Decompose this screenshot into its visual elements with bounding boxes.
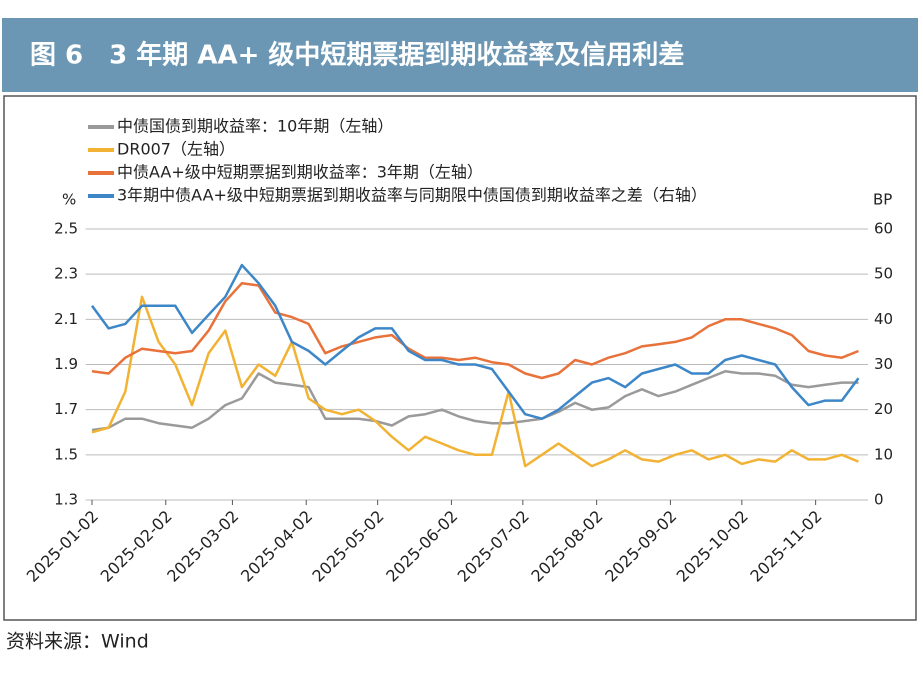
y2-tick-label: 50 xyxy=(874,265,893,283)
chart-frame xyxy=(3,95,917,621)
x-tick-label: 2025-04-02 xyxy=(237,507,316,586)
y-tick-label: 1.9 xyxy=(54,355,78,373)
y-tick-label: 1.3 xyxy=(54,491,78,509)
legend-label: 中债AA+级中短期票据到期收益率：3年期（左轴） xyxy=(117,163,483,182)
series-line xyxy=(91,281,859,380)
y-tick-label: 2.3 xyxy=(54,265,78,283)
x-tick-label: 2025-03-02 xyxy=(163,507,242,586)
y2-tick-label: 30 xyxy=(874,355,893,373)
title-banner xyxy=(2,18,918,92)
x-tick-label: 2025-05-02 xyxy=(308,507,387,586)
y2-axis-label: BP xyxy=(873,191,892,209)
y2-tick-label: 40 xyxy=(874,310,893,328)
x-tick-label: 2025-08-02 xyxy=(527,507,606,586)
series-line xyxy=(91,295,859,468)
y-tick-label: 1.7 xyxy=(54,400,78,418)
y2-tick-label: 60 xyxy=(874,220,893,238)
source-note: 资料来源：Wind xyxy=(6,631,149,653)
series-line xyxy=(90,263,860,420)
y-axis-label: % xyxy=(62,191,76,209)
x-tick-label: 2025-09-02 xyxy=(601,507,680,586)
y-tick-label: 2.5 xyxy=(54,220,78,238)
x-tick-label: 2025-01-02 xyxy=(23,507,102,586)
legend-label: 3年期中债AA+级中短期票据到期收益率与同期限中债国债到期收益率之差（右轴） xyxy=(117,186,707,205)
x-tick-label: 2025-06-02 xyxy=(382,507,461,586)
legend-label: 中债国债到期收益率：10年期（左轴） xyxy=(117,117,393,136)
y2-tick-label: 20 xyxy=(874,400,893,418)
legend-label: DR007（左轴） xyxy=(117,140,235,159)
series-line xyxy=(91,370,859,432)
x-tick-label: 2025-10-02 xyxy=(673,507,752,586)
x-tick-label: 2025-07-02 xyxy=(454,507,533,586)
y-tick-label: 2.1 xyxy=(54,310,78,328)
y-tick-label: 1.5 xyxy=(54,445,78,463)
chart-title: 图 6 3 年期 AA+ 级中短期票据到期收益率及信用利差 xyxy=(30,40,684,71)
y2-tick-label: 0 xyxy=(874,491,884,509)
y2-tick-label: 10 xyxy=(874,445,893,463)
x-tick-label: 2025-11-02 xyxy=(746,507,825,586)
